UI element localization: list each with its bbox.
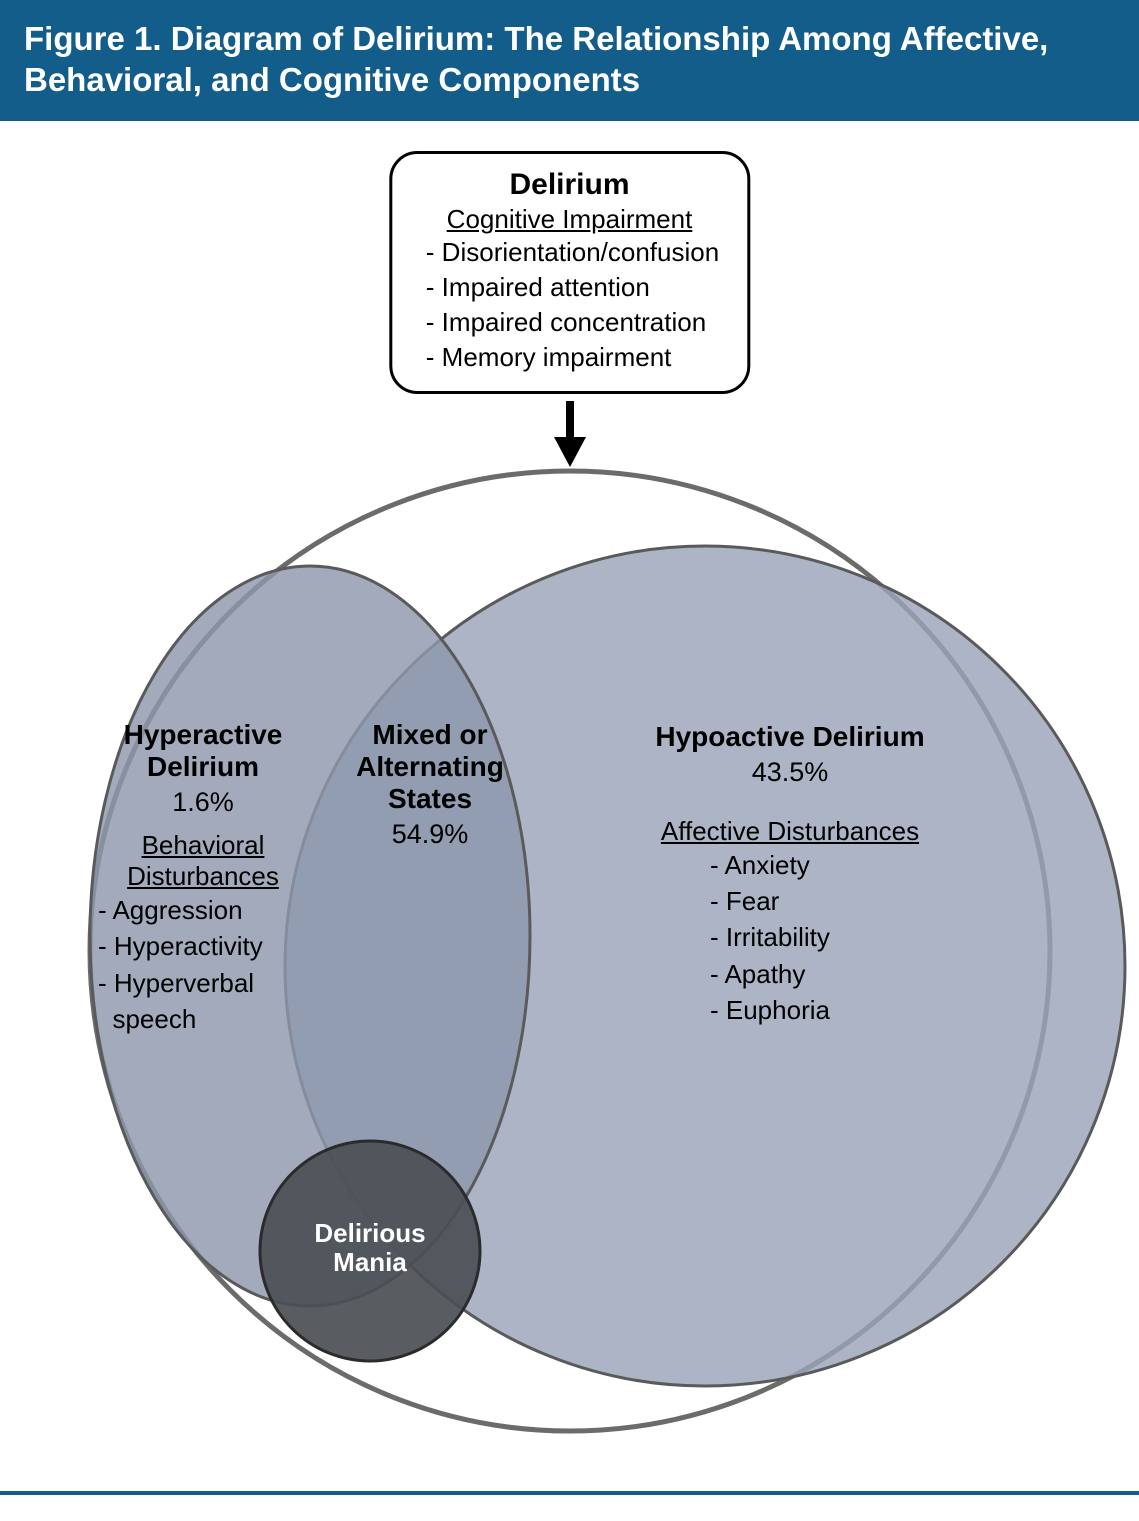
hypoactive-item: - Anxiety	[710, 847, 970, 883]
hypoactive-title: Hypoactive Delirium	[610, 721, 970, 753]
figure-title: Figure 1. Diagram of Delirium: The Relat…	[24, 20, 1048, 98]
hypoactive-percent: 43.5%	[610, 757, 970, 788]
mixed-block: Mixed or Alternating States 54.9%	[330, 719, 530, 851]
hyperactive-block: Hyperactive Delirium 1.6% Behavioral Dis…	[98, 719, 308, 1038]
hypoactive-item: - Apathy	[710, 956, 970, 992]
figure-title-bar: Figure 1. Diagram of Delirium: The Relat…	[0, 0, 1139, 121]
diagram-area: Delirium Cognitive Impairment - Disorien…	[0, 121, 1139, 1491]
hypoactive-item: - Fear	[710, 883, 970, 919]
mixed-title: Mixed or Alternating States	[330, 719, 530, 816]
hyperactive-item: speech	[98, 1001, 308, 1037]
hyperactive-section-title: Behavioral Disturbances	[98, 830, 308, 892]
hypoactive-block: Hypoactive Delirium 43.5% Affective Dist…	[610, 721, 970, 1029]
hyperactive-title: Hyperactive Delirium	[98, 719, 308, 783]
hypoactive-section-title: Affective Disturbances	[610, 816, 970, 847]
hyperactive-item: - Aggression	[98, 892, 308, 928]
figure-container: Figure 1. Diagram of Delirium: The Relat…	[0, 0, 1139, 1495]
mixed-percent: 54.9%	[330, 819, 530, 850]
hyperactive-item: - Hyperverbal	[98, 965, 308, 1001]
hyperactive-percent: 1.6%	[98, 787, 308, 818]
hypoactive-item: - Irritability	[710, 919, 970, 955]
hyperactive-item: - Hyperactivity	[98, 928, 308, 964]
hypoactive-item: - Euphoria	[710, 992, 970, 1028]
mania-label: Delirious Mania	[300, 1219, 440, 1279]
